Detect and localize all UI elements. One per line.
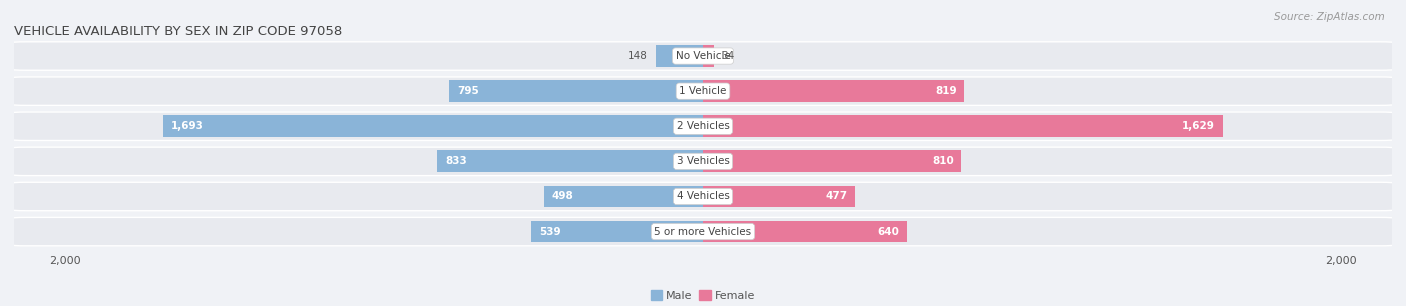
Text: 148: 148 <box>628 51 648 61</box>
FancyBboxPatch shape <box>11 217 1395 246</box>
Bar <box>531 221 703 242</box>
Text: 498: 498 <box>551 192 574 201</box>
FancyBboxPatch shape <box>11 77 1395 105</box>
Text: 539: 539 <box>538 227 561 237</box>
Bar <box>703 115 1223 137</box>
Text: 2 Vehicles: 2 Vehicles <box>676 121 730 131</box>
Text: No Vehicle: No Vehicle <box>675 51 731 61</box>
Bar <box>437 151 703 172</box>
Text: 1,693: 1,693 <box>170 121 204 131</box>
Bar <box>655 45 703 67</box>
Text: 640: 640 <box>877 227 900 237</box>
Bar <box>163 115 703 137</box>
Bar <box>450 80 703 102</box>
Text: 34: 34 <box>721 51 735 61</box>
Text: Source: ZipAtlas.com: Source: ZipAtlas.com <box>1274 12 1385 22</box>
Bar <box>544 186 703 207</box>
Bar <box>703 186 855 207</box>
Bar <box>703 45 714 67</box>
Text: 819: 819 <box>935 86 956 96</box>
FancyBboxPatch shape <box>11 42 1395 70</box>
Text: 3 Vehicles: 3 Vehicles <box>676 156 730 166</box>
Text: 5 or more Vehicles: 5 or more Vehicles <box>654 227 752 237</box>
Legend: Male, Female: Male, Female <box>647 286 759 305</box>
Text: 795: 795 <box>457 86 479 96</box>
FancyBboxPatch shape <box>11 112 1395 140</box>
Text: VEHICLE AVAILABILITY BY SEX IN ZIP CODE 97058: VEHICLE AVAILABILITY BY SEX IN ZIP CODE … <box>14 25 342 38</box>
Text: 1 Vehicle: 1 Vehicle <box>679 86 727 96</box>
Bar <box>703 221 907 242</box>
FancyBboxPatch shape <box>11 147 1395 176</box>
Bar <box>703 80 965 102</box>
Text: 1,629: 1,629 <box>1182 121 1215 131</box>
Text: 833: 833 <box>444 156 467 166</box>
FancyBboxPatch shape <box>11 182 1395 211</box>
Text: 4 Vehicles: 4 Vehicles <box>676 192 730 201</box>
Bar <box>703 151 962 172</box>
Text: 810: 810 <box>932 156 953 166</box>
Text: 477: 477 <box>825 192 848 201</box>
